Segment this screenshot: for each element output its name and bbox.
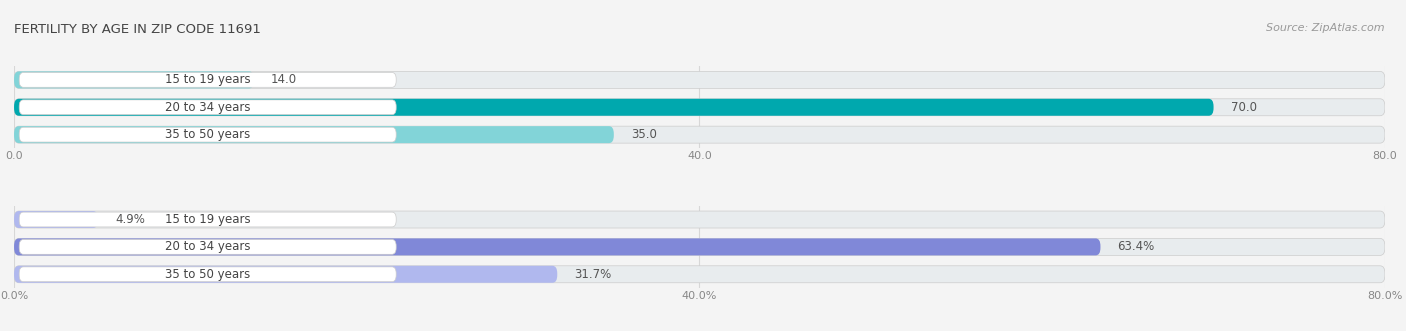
FancyBboxPatch shape: [20, 72, 396, 87]
Text: 35.0: 35.0: [631, 128, 657, 141]
FancyBboxPatch shape: [14, 71, 1385, 88]
FancyBboxPatch shape: [14, 126, 1385, 143]
FancyBboxPatch shape: [14, 99, 1385, 116]
FancyBboxPatch shape: [14, 266, 1385, 283]
FancyBboxPatch shape: [20, 212, 396, 227]
FancyBboxPatch shape: [14, 211, 98, 228]
Text: 20 to 34 years: 20 to 34 years: [165, 101, 250, 114]
FancyBboxPatch shape: [14, 238, 1101, 256]
FancyBboxPatch shape: [14, 211, 1385, 228]
FancyBboxPatch shape: [20, 127, 396, 142]
Text: 14.0: 14.0: [271, 73, 297, 86]
Text: 31.7%: 31.7%: [575, 268, 612, 281]
Text: 15 to 19 years: 15 to 19 years: [165, 213, 250, 226]
FancyBboxPatch shape: [20, 240, 396, 254]
Text: 15 to 19 years: 15 to 19 years: [165, 73, 250, 86]
Text: 70.0: 70.0: [1230, 101, 1257, 114]
Text: FERTILITY BY AGE IN ZIP CODE 11691: FERTILITY BY AGE IN ZIP CODE 11691: [14, 23, 262, 36]
FancyBboxPatch shape: [20, 267, 396, 282]
Text: 35 to 50 years: 35 to 50 years: [165, 268, 250, 281]
FancyBboxPatch shape: [14, 266, 557, 283]
FancyBboxPatch shape: [14, 238, 1385, 256]
FancyBboxPatch shape: [14, 99, 1213, 116]
FancyBboxPatch shape: [14, 126, 614, 143]
Text: 4.9%: 4.9%: [115, 213, 145, 226]
Text: 63.4%: 63.4%: [1118, 240, 1154, 254]
FancyBboxPatch shape: [20, 100, 396, 115]
FancyBboxPatch shape: [14, 71, 254, 88]
Text: 35 to 50 years: 35 to 50 years: [165, 128, 250, 141]
Text: 20 to 34 years: 20 to 34 years: [165, 240, 250, 254]
Text: Source: ZipAtlas.com: Source: ZipAtlas.com: [1267, 23, 1385, 33]
